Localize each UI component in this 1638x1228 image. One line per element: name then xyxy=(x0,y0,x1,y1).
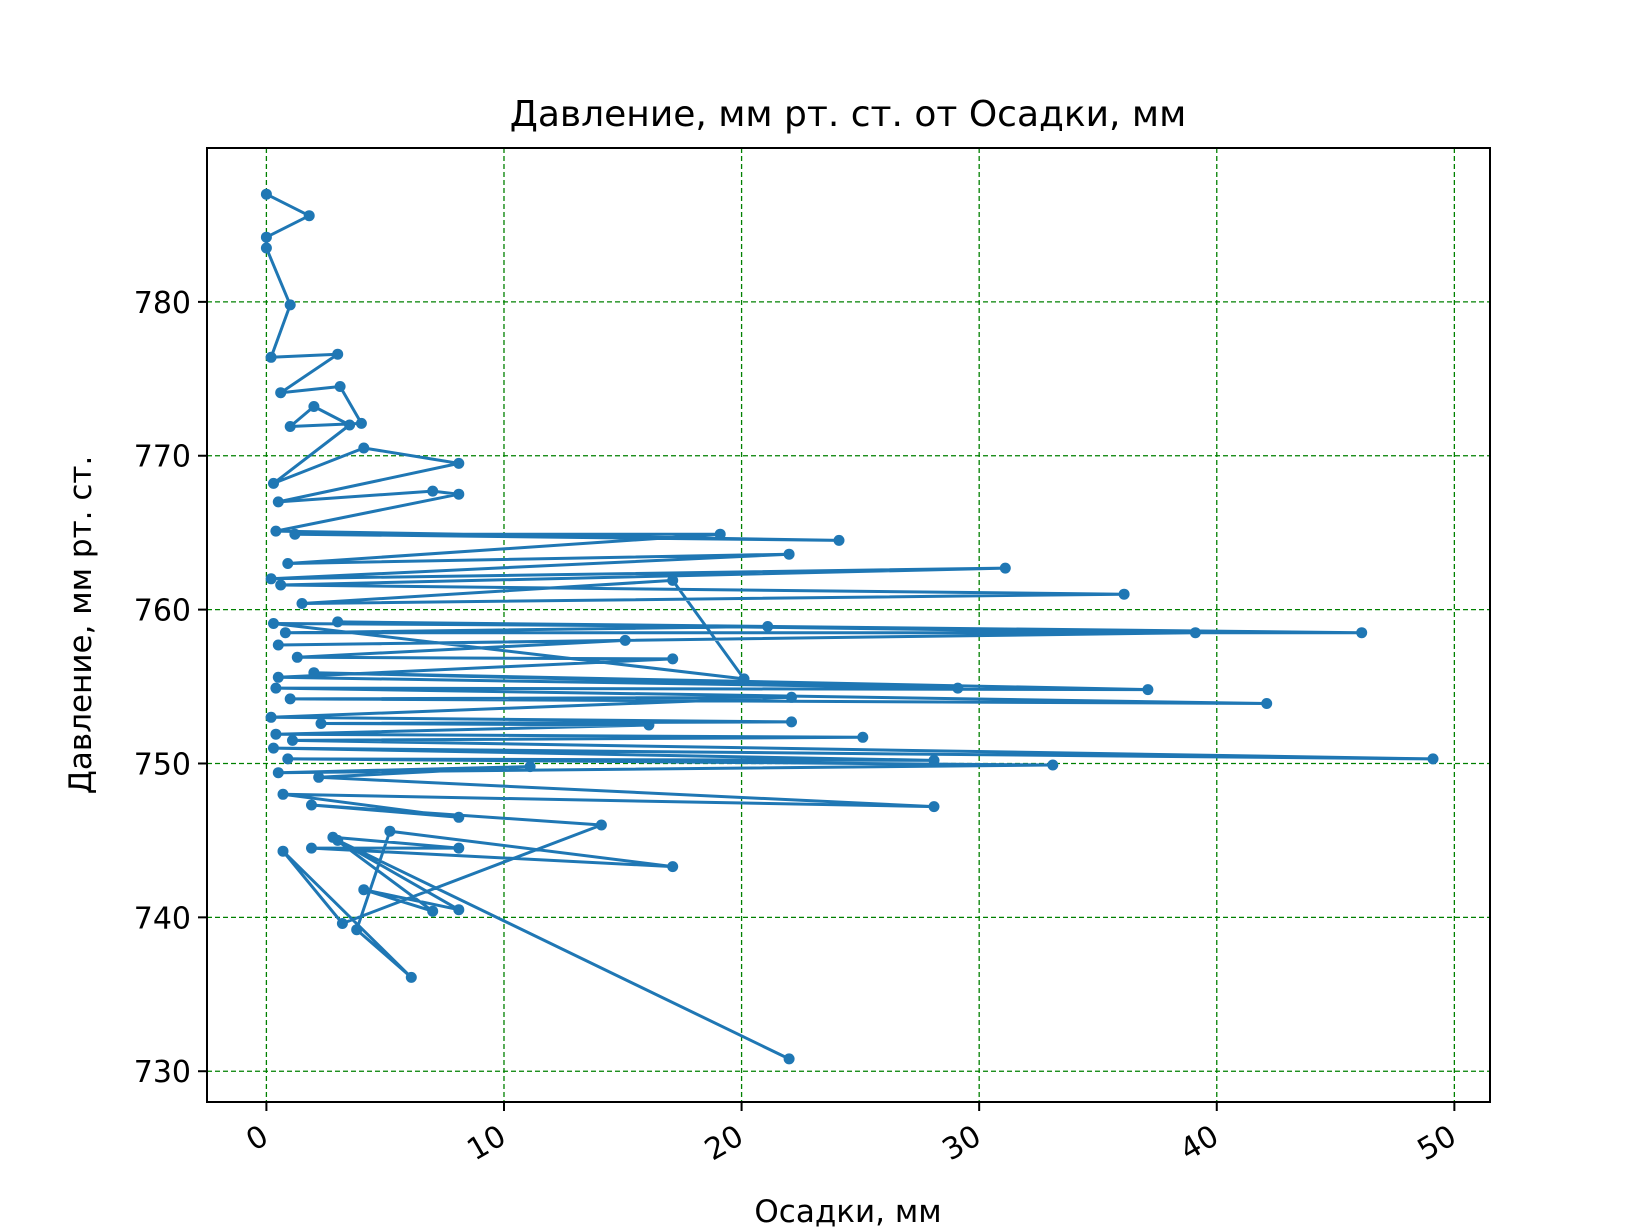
x-axis-label: Осадки, мм xyxy=(754,1194,941,1228)
data-point xyxy=(306,799,317,811)
data-point xyxy=(405,971,417,983)
data-point xyxy=(336,918,348,929)
data-point xyxy=(1118,588,1130,600)
data-point xyxy=(270,728,282,740)
data-point xyxy=(344,419,356,431)
data-point xyxy=(1261,698,1273,709)
data-point xyxy=(999,562,1011,574)
data-point xyxy=(358,884,370,896)
data-point xyxy=(303,210,315,222)
data-point xyxy=(643,719,655,731)
data-point xyxy=(260,188,272,200)
data-point xyxy=(277,845,289,857)
data-point xyxy=(833,534,845,546)
data-point xyxy=(714,528,726,540)
data-point xyxy=(272,767,284,779)
data-point xyxy=(265,711,277,723)
data-point xyxy=(355,417,367,429)
data-point xyxy=(272,671,284,683)
data-point xyxy=(783,548,795,560)
data-point xyxy=(667,574,679,586)
data-point xyxy=(275,579,287,591)
data-point xyxy=(427,485,439,497)
data-point xyxy=(667,653,679,665)
data-point xyxy=(313,771,325,783)
y-axis-label: Давление, мм рт. ст. xyxy=(63,456,99,795)
data-point xyxy=(265,351,277,363)
data-point xyxy=(270,682,282,694)
data-point xyxy=(332,348,344,360)
y-tick-label: 730 xyxy=(134,1055,191,1090)
data-point xyxy=(277,788,289,800)
series-line xyxy=(264,192,1435,1061)
data-point xyxy=(524,761,536,773)
data-point xyxy=(928,754,940,766)
y-tick-label: 740 xyxy=(134,901,191,936)
data-point xyxy=(272,496,284,508)
data-point xyxy=(279,627,291,639)
data-point xyxy=(1189,627,1201,639)
data-point xyxy=(260,242,272,254)
data-point xyxy=(296,598,308,609)
y-tick-label: 780 xyxy=(134,286,191,321)
data-point xyxy=(453,811,465,823)
data-point xyxy=(268,618,279,629)
data-point xyxy=(453,904,465,916)
y-tick-label: 750 xyxy=(134,747,191,782)
data-point xyxy=(334,381,346,392)
data-point xyxy=(265,573,277,585)
data-point xyxy=(928,801,940,813)
data-point xyxy=(291,651,303,663)
data-point xyxy=(384,825,396,837)
data-point xyxy=(270,525,282,537)
data-point xyxy=(332,834,344,846)
data-point xyxy=(1427,753,1439,765)
data-point xyxy=(667,861,679,873)
data-point xyxy=(308,667,320,679)
data-point xyxy=(595,819,607,831)
data-point xyxy=(453,457,465,469)
data-point xyxy=(351,924,363,936)
data-point xyxy=(619,634,631,646)
plot-frame xyxy=(206,147,1491,1103)
data-point xyxy=(306,842,317,854)
series-layer xyxy=(260,188,1439,1065)
data-point xyxy=(315,718,327,729)
data-point xyxy=(1142,684,1154,696)
data-point xyxy=(284,421,296,432)
data-point xyxy=(282,753,294,765)
data-point xyxy=(289,528,301,540)
data-point xyxy=(308,401,320,412)
data-point xyxy=(786,716,797,728)
data-point xyxy=(762,621,774,632)
data-point xyxy=(260,231,272,243)
data-point xyxy=(453,488,465,500)
chart-title: Давление, мм рт. ст. от Осадки, мм xyxy=(510,94,1187,135)
data-point xyxy=(786,691,797,703)
data-point xyxy=(783,1053,795,1065)
data-point xyxy=(272,639,284,651)
data-point xyxy=(857,731,869,743)
data-point xyxy=(275,387,287,399)
data-point xyxy=(427,905,439,917)
y-tick-label: 770 xyxy=(134,440,191,475)
data-point xyxy=(952,682,964,694)
data-point xyxy=(332,616,344,628)
data-point xyxy=(284,299,296,311)
y-tick-label: 760 xyxy=(134,594,191,629)
data-point xyxy=(453,842,465,854)
data-point xyxy=(287,734,298,746)
data-point xyxy=(738,673,750,685)
data-point xyxy=(268,477,279,489)
data-point xyxy=(358,442,370,454)
data-point xyxy=(284,693,296,705)
data-point xyxy=(268,742,279,754)
data-point xyxy=(1047,759,1059,771)
data-point xyxy=(1356,627,1368,639)
data-point xyxy=(282,558,294,569)
